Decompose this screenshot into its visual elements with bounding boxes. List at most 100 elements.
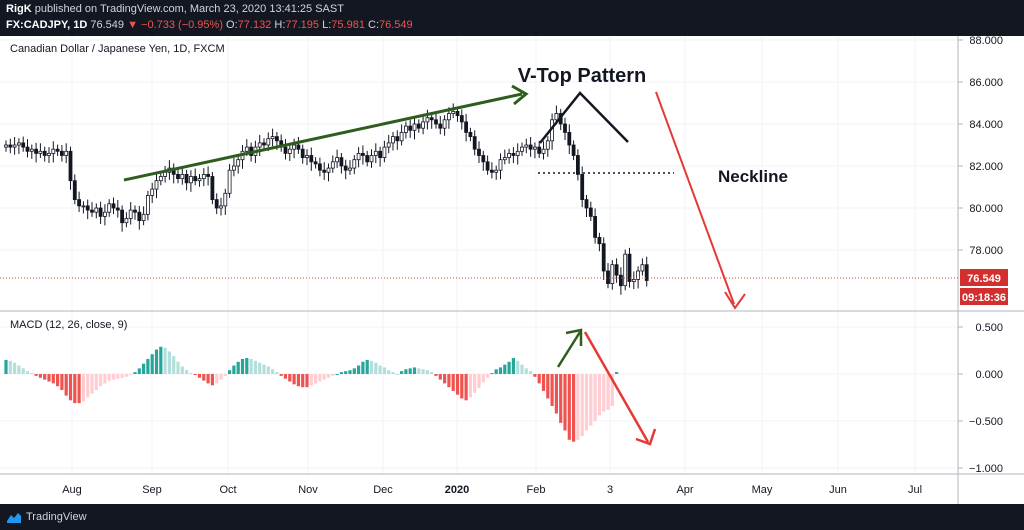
macd-bar [344,371,348,374]
change-down-icon: ▼ [127,19,138,31]
macd-tick-label: −0.500 [969,416,1003,428]
macd-bar [150,354,154,374]
candle-body [120,209,124,224]
macd-bar [451,374,455,391]
candle-body [369,155,374,163]
candle-body [8,144,13,148]
price-tick-label: 78.000 [969,245,1003,257]
candle-body [524,144,529,148]
macd-bar [309,374,313,386]
macd-bar [73,374,77,404]
candle-body [627,253,632,282]
candle-body [330,161,335,169]
candle-body [34,148,38,154]
candle-body [64,150,69,156]
candle-body [184,173,189,184]
candle-body [25,146,30,152]
candle-body [451,111,456,114]
candle-body [292,144,297,150]
macd-bar [318,374,322,382]
candle-body [300,148,305,158]
candle-body [580,173,585,200]
macd-bar [357,365,361,374]
candle-body [42,150,47,156]
macd-bar [516,360,520,374]
time-tick-label: 2020 [445,484,469,496]
candle-body [296,144,301,150]
symbol-label: FX:CADJPY, 1D [6,19,88,31]
neckline-label: Neckline [718,167,788,186]
candle-body [227,169,232,194]
candle-body [640,264,645,272]
close-value: 76.549 [379,19,413,31]
candle-body [85,205,90,211]
candle-body [158,176,163,182]
macd-bar [81,374,85,402]
candle-body [180,173,185,179]
candle-body [412,123,417,131]
time-tick-label: Nov [298,484,318,496]
candle-body [567,132,572,146]
candle-body [434,119,438,125]
time-tick-label: Aug [62,484,82,496]
macd-bar [271,369,275,374]
publish-header: RigK published on TradingView.com, March… [0,0,1024,36]
macd-bar [529,371,533,374]
candle-body [610,264,615,284]
candle-body [21,142,26,148]
candle-body [103,211,107,217]
macd-bar [473,374,477,393]
candle-body [137,211,142,221]
macd-bar [615,372,619,374]
macd-pane-title: MACD (12, 26, close, 9) [10,319,127,331]
macd-bar [387,370,391,374]
candle-body [446,113,451,121]
candle-body [636,270,640,280]
macd-bar [374,362,378,374]
macd-bar [395,374,399,375]
price-chart[interactable]: 88.000 86.000 84.000 82.000 80.000 78.000 0.5… [0,36,1024,504]
candle-body [464,121,469,133]
candle-body [571,144,576,156]
time-tick-label: Dec [373,484,393,496]
macd-bar [606,374,610,410]
time-axis-ticks: Aug Sep Oct Nov Dec 2020 Feb 3 Apr May Jun Jul [62,484,922,496]
time-tick-label: Jun [829,484,847,496]
candle-body [498,159,503,171]
macd-bar [533,374,537,377]
macd-bar [167,351,171,374]
macd-bar [408,368,412,374]
macd-bar [520,364,524,374]
macd-up-arrow [556,331,582,368]
candle-body [584,199,589,209]
macd-bar [541,374,546,391]
macd-bar [584,374,589,431]
macd-bar [279,374,283,376]
macd-bar [258,362,262,374]
macd-bar [296,374,300,387]
candle-body [47,153,51,156]
candle-body [528,144,533,150]
candle-body [335,157,340,163]
price-axis-ticks: 88.000 86.000 84.000 82.000 80.000 78.000 [958,36,1003,257]
macd-bar [206,374,210,384]
macd-bar [468,374,472,398]
macd-bar [361,361,365,374]
candle-body [305,155,309,158]
candle-body [545,140,550,150]
candle-body [4,144,8,148]
candle-body [197,178,202,182]
ohlc-line: FX:CADJPY, 1D 76.549 ▼ −0.733 (−0.95%) O… [6,19,413,31]
macd-bar [266,366,270,374]
macd-histogram [4,346,619,442]
author-name: RigK [6,3,32,15]
macd-bar [417,368,421,374]
v-top-pattern-label: V-Top Pattern [518,65,647,87]
candle-body [206,173,211,177]
macd-bar [550,374,554,406]
macd-bar [236,361,240,374]
last-price: 76.549 [90,19,125,31]
macd-bar [314,374,318,384]
macd-bar [253,360,257,374]
candle-body [386,142,391,148]
